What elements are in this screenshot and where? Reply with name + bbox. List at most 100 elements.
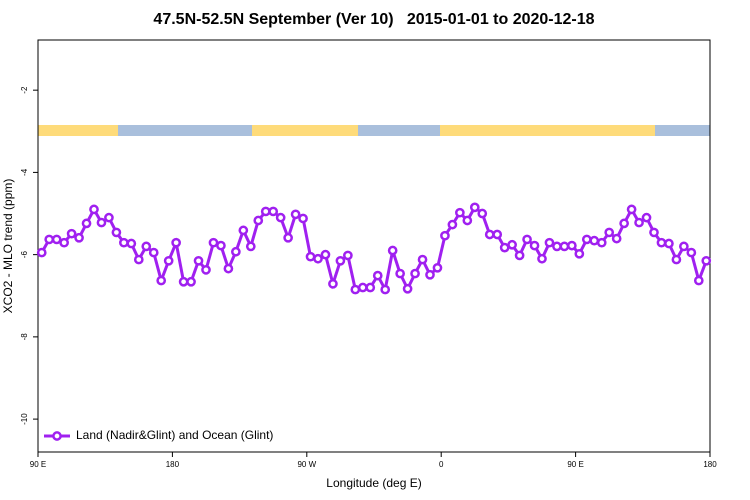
legend-label: Land (Nadir&Glint) and Ocean (Glint) <box>76 428 273 442</box>
land-band <box>38 125 118 136</box>
point <box>156 275 167 286</box>
point <box>686 247 697 258</box>
point <box>104 212 114 223</box>
point <box>305 251 316 262</box>
point <box>111 227 122 238</box>
point <box>320 249 331 260</box>
point <box>231 246 241 257</box>
point <box>44 234 55 245</box>
point <box>357 282 368 293</box>
point <box>492 229 503 240</box>
point <box>529 240 540 251</box>
point <box>350 284 361 295</box>
point <box>596 237 607 248</box>
point <box>59 237 69 248</box>
point <box>66 228 77 239</box>
y-tick-label: -4 <box>20 168 29 176</box>
point <box>313 253 323 264</box>
point <box>283 232 293 243</box>
point <box>499 242 510 253</box>
point <box>81 218 92 229</box>
point <box>216 240 226 251</box>
point <box>417 254 428 265</box>
point <box>253 215 264 226</box>
point <box>693 275 704 286</box>
point <box>671 254 682 265</box>
x-tick-label: 180 <box>703 460 717 469</box>
point <box>208 237 219 248</box>
point <box>589 235 600 246</box>
point <box>634 217 644 228</box>
point <box>455 207 465 218</box>
point <box>679 241 689 252</box>
point <box>372 270 383 281</box>
point <box>477 208 488 219</box>
x-tick-label: 90 W <box>297 460 316 469</box>
point <box>567 240 577 251</box>
point <box>268 206 279 217</box>
point <box>275 212 286 223</box>
point <box>664 238 674 249</box>
point <box>559 241 570 252</box>
point <box>178 276 189 287</box>
point <box>552 241 562 252</box>
point <box>447 219 458 230</box>
y-axis-label: XCO2 - MLO trend (ppm) <box>1 179 15 314</box>
legend-marker <box>52 431 62 441</box>
point <box>96 217 107 228</box>
point <box>171 237 181 248</box>
x-tick-label: 0 <box>439 460 444 469</box>
point <box>581 234 592 245</box>
point <box>141 241 152 252</box>
point <box>432 262 443 273</box>
point <box>387 245 398 256</box>
x-axis-label: Longitude (deg E) <box>326 476 421 490</box>
point <box>522 234 532 245</box>
point <box>544 237 555 248</box>
point <box>119 237 129 248</box>
point <box>619 218 629 229</box>
point <box>395 268 405 279</box>
point <box>89 204 99 215</box>
chart-title: 47.5N-52.5N September (Ver 10) 2015-01-0… <box>153 11 594 28</box>
point <box>641 212 652 223</box>
point <box>514 250 525 261</box>
x-tick-label: 90 E <box>567 460 583 469</box>
point <box>604 227 615 238</box>
y-tick-label: -6 <box>20 251 29 259</box>
point <box>343 250 353 261</box>
point <box>507 239 517 250</box>
point <box>469 202 480 213</box>
plot-frame <box>37 39 711 453</box>
point <box>425 269 435 280</box>
point <box>410 268 420 279</box>
point <box>223 263 234 274</box>
x-tick-label: 90 E <box>30 460 46 469</box>
point <box>611 233 622 244</box>
point <box>365 282 376 293</box>
land-band <box>252 125 358 136</box>
land-band <box>440 125 655 136</box>
point <box>201 264 211 275</box>
point <box>484 229 495 240</box>
point <box>574 248 585 259</box>
y-tick-label: -2 <box>20 86 29 94</box>
point <box>402 283 413 294</box>
point <box>328 278 338 289</box>
point <box>626 204 637 215</box>
point <box>133 254 144 265</box>
land-ocean-strip <box>38 125 710 136</box>
point <box>290 209 301 220</box>
point <box>462 215 473 226</box>
point <box>245 241 256 252</box>
point <box>126 238 137 249</box>
point <box>656 237 667 248</box>
point <box>701 255 712 266</box>
y-tick-label: -8 <box>20 333 29 341</box>
ocean-band <box>38 125 710 136</box>
point <box>537 253 547 264</box>
point <box>260 206 271 217</box>
point <box>193 255 204 266</box>
point <box>649 227 659 238</box>
